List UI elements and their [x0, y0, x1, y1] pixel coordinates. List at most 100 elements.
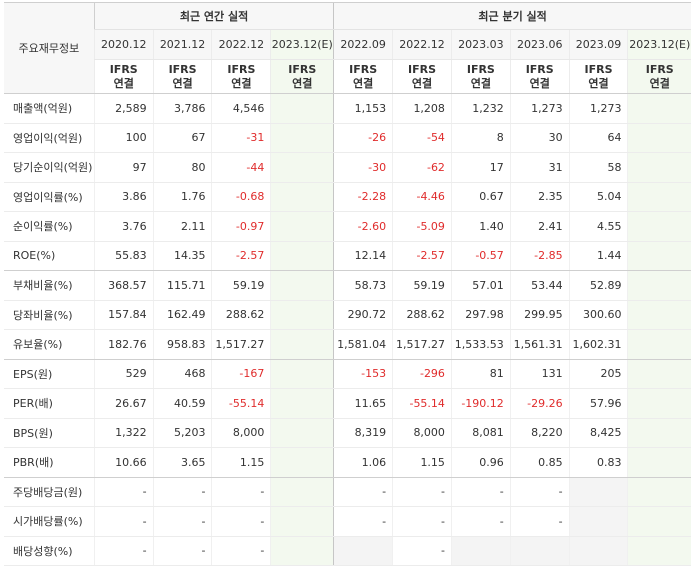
- table-row: 순이익률(%) 3.76 2.11 -0.97 -2.60 -5.09 1.40 2.41 4.…: [4, 211, 691, 242]
- value-cell: 59.19: [211, 270, 271, 301]
- value-cell: [270, 418, 334, 448]
- value-cell: 67: [152, 123, 212, 153]
- value-cell: 12.14: [333, 241, 393, 271]
- value-cell: -0.97: [211, 211, 271, 242]
- value-cell: 5.04: [568, 182, 628, 212]
- group-header-row: 주요재무정보 최근 연간 실적 최근 분기 실적: [4, 2, 691, 94]
- value-cell: -0.68: [211, 182, 271, 212]
- row-label: 배당성향(%): [4, 536, 95, 566]
- value-cell: [627, 329, 691, 360]
- table-row: 영업이익(억원) 100 67 -31 -26 -54 8 30 64: [4, 123, 691, 153]
- value-cell: -26: [333, 123, 393, 153]
- value-cell: 290.72: [333, 300, 393, 330]
- value-cell: -2.57: [211, 241, 271, 271]
- value-cell: [627, 447, 691, 478]
- table-row: 부채비율(%) 368.57 115.71 59.19 58.73 59.19 57.01 5…: [4, 270, 691, 301]
- table-header-label: 주요재무정보: [4, 2, 95, 94]
- value-cell: 17: [450, 152, 511, 183]
- value-cell: 40.59: [152, 388, 212, 419]
- table-row: 시가배당률(%) - - - - - - -: [4, 506, 691, 537]
- value-cell: [627, 359, 691, 389]
- value-cell: -167: [211, 359, 271, 389]
- value-cell: 2.11: [152, 211, 212, 242]
- value-cell: [450, 536, 511, 566]
- value-cell: 0.67: [450, 182, 511, 212]
- period-header-cell: 2021.12: [152, 29, 212, 60]
- value-cell: 2.35: [509, 182, 570, 212]
- ifrs-label: IFRS: [349, 62, 378, 76]
- value-cell: 182.76: [93, 329, 154, 360]
- value-cell: -5.09: [392, 211, 452, 242]
- row-label: 당좌비율(%): [4, 300, 95, 330]
- value-cell: [568, 536, 628, 566]
- value-cell: [270, 123, 334, 153]
- row-label: ROE(%): [4, 241, 95, 271]
- value-cell: 1,602.31: [568, 329, 628, 360]
- value-cell: -153: [333, 359, 393, 389]
- value-cell: [627, 300, 691, 330]
- value-cell: 2,589: [93, 93, 154, 124]
- value-cell: 1.76: [152, 182, 212, 212]
- value-cell: 0.85: [509, 447, 570, 478]
- value-cell: 3,786: [152, 93, 212, 124]
- ifrs-basis-cell: IFRS 연결: [568, 59, 628, 94]
- value-cell: -: [152, 506, 212, 537]
- value-cell: 3.65: [152, 447, 212, 478]
- value-cell: 58: [568, 152, 628, 183]
- value-cell: 297.98: [450, 300, 511, 330]
- value-cell: 55.83: [93, 241, 154, 271]
- value-cell: 1,273: [509, 93, 570, 124]
- row-label: 순이익률(%): [4, 211, 95, 242]
- ifrs-basis-cell: IFRS 연결: [152, 59, 212, 94]
- value-cell: [270, 329, 334, 360]
- ifrs-header-row: IFRS 연결 IFRS 연결 IFRS 연결 IFRS 연결 IFRS 연결 IFRS 연결 IFRS…: [4, 59, 691, 94]
- value-cell: 4.55: [568, 211, 628, 242]
- value-cell: 52.89: [568, 270, 628, 301]
- value-cell: -2.85: [509, 241, 570, 271]
- value-cell: [627, 477, 691, 507]
- value-cell: -: [392, 477, 452, 507]
- row-label: PER(배): [4, 388, 95, 419]
- ifrs-basis-cell: IFRS 연결: [211, 59, 271, 94]
- value-cell: -: [211, 536, 271, 566]
- row-label: 매출액(억원): [4, 93, 95, 124]
- period-header-cell: 2022.09: [333, 29, 393, 60]
- value-cell: -2.57: [392, 241, 452, 271]
- value-cell: -: [93, 477, 154, 507]
- value-cell: [627, 152, 691, 183]
- value-cell: 468: [152, 359, 212, 389]
- value-cell: 8: [450, 123, 511, 153]
- value-cell: 59.19: [392, 270, 452, 301]
- table-row: 주당배당금(원) - - - - - - -: [4, 477, 691, 507]
- table-row: 배당성향(%) - - - -: [4, 536, 691, 566]
- row-label: 부채비율(%): [4, 270, 95, 301]
- value-cell: 368.57: [93, 270, 154, 301]
- value-cell: 58.73: [333, 270, 393, 301]
- value-cell: [270, 300, 334, 330]
- value-cell: [627, 241, 691, 271]
- value-cell: [509, 536, 570, 566]
- value-cell: -: [509, 477, 570, 507]
- value-cell: -55.14: [392, 388, 452, 419]
- period-header-cell: 2020.12: [93, 29, 154, 60]
- value-cell: -29.26: [509, 388, 570, 419]
- table-row: 매출액(억원) 2,589 3,786 4,546 1,153 1,208 1,232 1,2…: [4, 93, 691, 124]
- value-cell: 288.62: [392, 300, 452, 330]
- value-cell: 288.62: [211, 300, 271, 330]
- ifrs-label: IFRS: [584, 62, 613, 76]
- value-cell: [627, 270, 691, 301]
- ifrs-label: IFRS: [227, 62, 256, 76]
- consolidated-label: 연결: [411, 76, 433, 90]
- value-cell: 11.65: [333, 388, 393, 419]
- value-cell: -190.12: [450, 388, 511, 419]
- ifrs-label: IFRS: [525, 62, 554, 76]
- value-cell: 8,319: [333, 418, 393, 448]
- value-cell: 80: [152, 152, 212, 183]
- value-cell: -: [392, 506, 452, 537]
- value-cell: -: [450, 477, 511, 507]
- value-cell: 57.01: [450, 270, 511, 301]
- value-cell: 1,517.27: [392, 329, 452, 360]
- row-label: PBR(배): [4, 447, 95, 478]
- period-header-cell: 2023.09: [568, 29, 628, 60]
- consolidated-label: 연결: [529, 76, 550, 90]
